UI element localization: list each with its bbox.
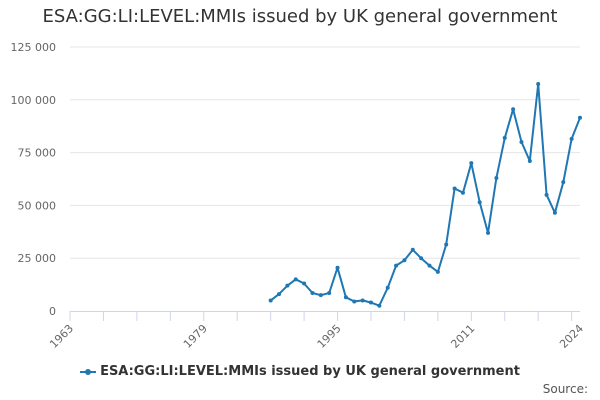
data-point[interactable] — [302, 281, 307, 286]
data-point[interactable] — [578, 115, 582, 120]
y-axis: 0 25 000 50 000 75 000 100 000 125 000 — [11, 41, 57, 318]
y-tick-label: 125 000 — [11, 41, 57, 54]
y-tick-label: 75 000 — [18, 147, 57, 160]
x-axis: 1963 1979 1995 2011 2024 — [47, 311, 586, 351]
legend-label[interactable]: ESA:GG:LI:LEVEL:MMIs issued by UK genera… — [100, 364, 520, 379]
data-point[interactable] — [427, 263, 432, 268]
series-line[interactable] — [270, 83, 581, 307]
data-point[interactable] — [544, 192, 549, 197]
y-tick-label: 0 — [49, 305, 56, 318]
data-point[interactable] — [377, 303, 382, 308]
data-point[interactable] — [352, 299, 357, 304]
data-point[interactable] — [285, 283, 290, 288]
legend-line-icon — [80, 366, 97, 378]
data-point[interactable] — [419, 256, 424, 261]
data-point[interactable] — [511, 107, 516, 112]
data-point[interactable] — [486, 230, 491, 235]
data-point[interactable] — [293, 277, 298, 282]
data-point[interactable] — [327, 291, 332, 296]
data-point[interactable] — [410, 247, 415, 252]
data-point[interactable] — [360, 298, 365, 303]
data-point[interactable] — [552, 210, 557, 215]
x-tick-label: 1963 — [47, 322, 76, 351]
data-point[interactable] — [343, 295, 348, 300]
data-point[interactable] — [310, 291, 315, 296]
source-label: Source: — [542, 382, 588, 396]
data-point[interactable] — [277, 292, 282, 297]
series-layer[interactable] — [268, 81, 582, 308]
grid — [70, 46, 580, 259]
data-point[interactable] — [452, 186, 457, 191]
data-point[interactable] — [394, 263, 399, 268]
legend[interactable]: ESA:GG:LI:LEVEL:MMIs issued by UK genera… — [0, 364, 600, 379]
data-point[interactable] — [477, 200, 482, 205]
data-point[interactable] — [519, 140, 524, 145]
data-point[interactable] — [402, 258, 407, 263]
data-point[interactable] — [527, 159, 532, 164]
data-point[interactable] — [335, 265, 340, 270]
chart-title: ESA:GG:LI:LEVEL:MMIs issued by UK genera… — [42, 6, 558, 27]
data-point[interactable] — [502, 135, 507, 140]
x-tick-label: 1979 — [181, 322, 210, 351]
data-point[interactable] — [368, 300, 373, 305]
data-point[interactable] — [469, 161, 474, 166]
data-point[interactable] — [569, 136, 574, 141]
y-tick-label: 25 000 — [18, 252, 57, 265]
data-point[interactable] — [268, 298, 273, 303]
y-tick-label: 50 000 — [18, 199, 57, 212]
data-point[interactable] — [460, 190, 465, 195]
x-tick-label: 2011 — [448, 322, 477, 351]
data-point[interactable] — [435, 269, 440, 274]
data-point[interactable] — [318, 293, 323, 298]
x-tick-label: 2024 — [557, 322, 586, 351]
data-point[interactable] — [444, 242, 449, 247]
y-tick-label: 100 000 — [11, 94, 57, 107]
data-point[interactable] — [536, 81, 541, 86]
data-point[interactable] — [385, 285, 390, 290]
x-tick-label: 1995 — [315, 322, 344, 351]
data-point[interactable] — [494, 175, 499, 180]
data-point[interactable] — [561, 180, 566, 185]
